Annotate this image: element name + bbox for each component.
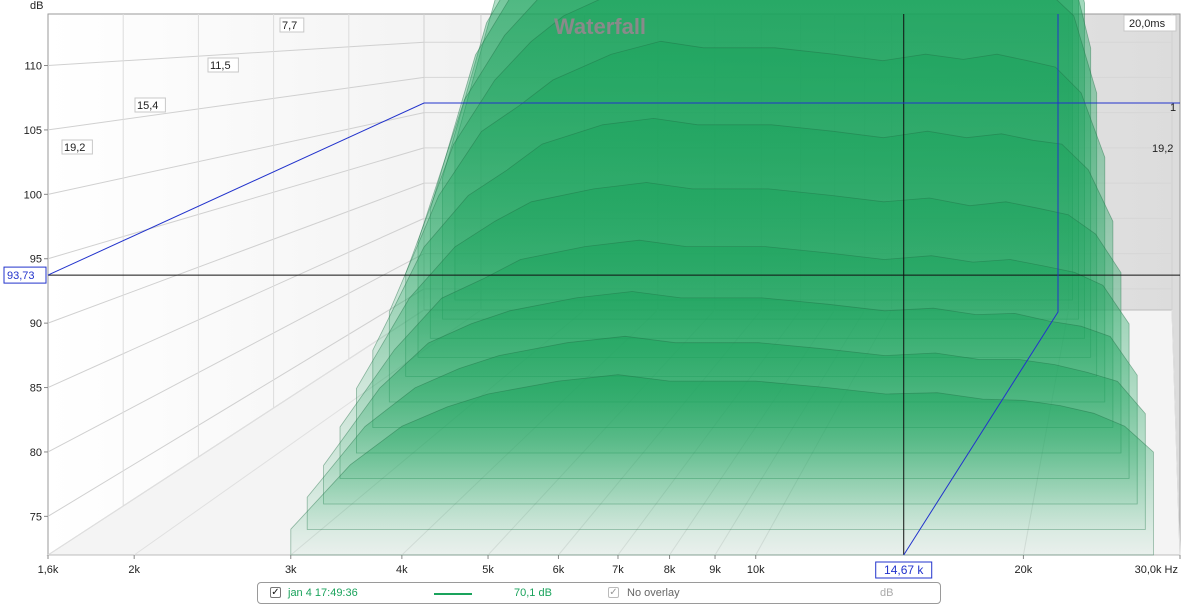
y-tick-label-0: 75 — [30, 511, 42, 523]
chart-title: Waterfall — [554, 14, 646, 39]
time-tick-box-3 — [61, 139, 93, 155]
x-tick-label-1: 2k — [128, 564, 140, 576]
time-tick-box-0 — [279, 17, 305, 33]
x-tick-label-7: 8k — [664, 564, 676, 576]
y-tick-label-3: 90 — [30, 318, 42, 330]
cursor-x-label: 14,67 k — [884, 563, 924, 577]
cursor-back-projection-y — [47, 102, 1180, 276]
cursor-y-label: 93,73 — [7, 270, 35, 282]
side-gridline-5 — [47, 112, 425, 195]
right-time-label-1: 19,2 — [1152, 143, 1173, 155]
y-tick-label-2: 85 — [30, 383, 42, 395]
legend-bar: ✓ jan 4 17:49:36 70,1 dB ✓ No overlay dB — [257, 582, 941, 604]
x-tick-label-11: 30,0k Hz — [1135, 564, 1178, 576]
time-tick-box-2 — [134, 97, 166, 113]
x-tick-label-2: 3k — [285, 564, 297, 576]
time-tick-label-2: 15,4 — [137, 100, 158, 112]
y-tick-label-6: 105 — [24, 125, 42, 137]
time-range-label: 20,0ms — [1129, 18, 1166, 30]
overlay-checkbox[interactable]: ✓ — [608, 587, 619, 598]
side-gridline-3 — [47, 182, 425, 324]
x-tick-label-0: 1,6k — [38, 564, 59, 576]
cursor-back-projection-x — [903, 14, 1059, 556]
time-tick-box-1 — [207, 57, 239, 73]
y-axis-label: dB — [30, 0, 43, 12]
x-tick-label-6: 7k — [612, 564, 624, 576]
series-color-swatch[interactable] — [434, 593, 472, 595]
time-tick-label-0: 7,7 — [282, 20, 297, 32]
x-tick-label-5: 6k — [553, 564, 565, 576]
y-tick-label-4: 95 — [30, 254, 42, 266]
x-tick-label-9: 10k — [747, 564, 765, 576]
y-tick-label-1: 80 — [30, 447, 42, 459]
floor-gridline-11 — [1171, 309, 1181, 556]
side-gridline-1 — [47, 253, 425, 453]
side-gridline-2 — [47, 217, 425, 389]
time-range-box — [1123, 14, 1177, 32]
series-value: 70,1 dB — [514, 587, 552, 599]
cursor-x-box — [875, 561, 933, 579]
right-time-label-0: 1 — [1170, 102, 1176, 114]
x-tick-label-3: 4k — [396, 564, 408, 576]
side-gridline-7 — [47, 41, 425, 67]
y-tick-label-5: 100 — [24, 189, 42, 201]
y-tick-label-7: 110 — [24, 61, 42, 73]
side-gridline-6 — [47, 76, 425, 131]
side-gridline-0 — [47, 288, 425, 517]
overlay-unit: dB — [880, 587, 894, 599]
x-tick-label-10: 20k — [1015, 564, 1033, 576]
cursor-y-box — [3, 266, 47, 284]
x-tick-label-8: 9k — [709, 564, 721, 576]
floor-gridline-0 — [47, 309, 425, 556]
time-tick-label-3: 19,2 — [64, 142, 85, 154]
series-visibility-checkbox[interactable]: ✓ — [270, 587, 281, 598]
x-tick-label-4: 5k — [482, 564, 494, 576]
time-tick-label-1: 11,5 — [210, 60, 231, 72]
overlay-label: No overlay — [627, 587, 680, 599]
series-label: jan 4 17:49:36 — [288, 587, 358, 599]
side-gridline-4 — [47, 147, 425, 260]
waterfall-slice-11 — [290, 374, 1154, 556]
